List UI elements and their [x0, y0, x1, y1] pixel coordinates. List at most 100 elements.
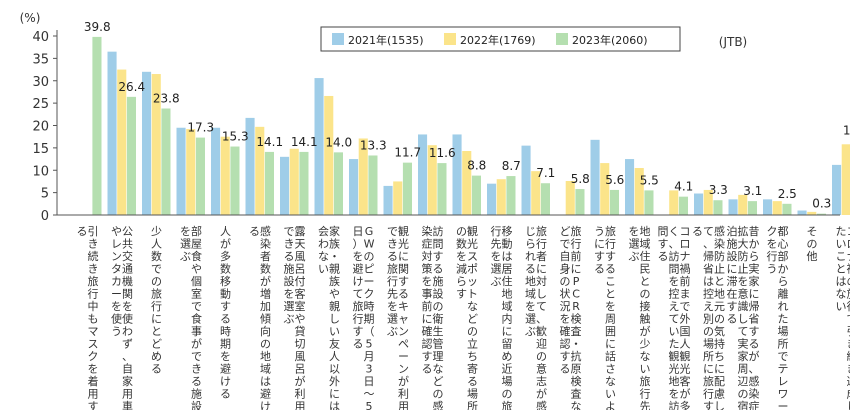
x-tick-label-char: 地: [714, 288, 725, 301]
x-tick-label-char: 持: [714, 337, 725, 351]
x-tick-label-char: 域: [640, 238, 651, 251]
legend-swatch: [444, 33, 456, 45]
x-tick-label-char: 感: [749, 375, 760, 388]
bar: [694, 193, 704, 215]
x-tick-label-char: 原: [571, 363, 582, 376]
x-tick-label-char: し: [847, 400, 850, 410]
x-tick-label-char: を: [122, 300, 133, 313]
x-tick-label-char: 確: [422, 324, 433, 338]
y-tick-label: 25: [32, 97, 49, 112]
bar: [186, 129, 196, 215]
x-tick-label-char: 地: [525, 275, 536, 288]
x-tick-label-char: 続: [847, 349, 850, 363]
x-tick-label-char: は: [260, 375, 271, 388]
bar: [92, 36, 102, 215]
x-tick-label-char: 部: [191, 224, 202, 238]
x-tick-label-char: 場: [502, 375, 513, 388]
x-tick-label-char: で: [151, 263, 162, 276]
y-tick-label: 20: [32, 120, 49, 135]
x-tick-label-char: 元: [714, 300, 725, 313]
x-tick-label-char: を: [669, 388, 680, 401]
x-tick-label-char: き: [847, 363, 850, 376]
x-tick-label-char: 家: [329, 224, 340, 238]
x-tick-label-char: る: [191, 375, 202, 388]
legend-label: 2022年(1769): [460, 33, 536, 47]
x-tick-label-char: 期: [364, 313, 375, 326]
x-tick-label-char: 風: [295, 250, 306, 263]
x-tick-label-char: 人: [329, 350, 340, 363]
x-tick-label-char: し: [714, 400, 725, 410]
bar: [462, 151, 472, 215]
x-tick-label-char: に: [536, 263, 547, 276]
bar: [590, 139, 600, 215]
x-tick-label-char: 先: [491, 238, 502, 251]
x-tick-label-char: で: [778, 350, 789, 363]
x-tick-label-char: 場: [703, 338, 714, 351]
bar: [772, 201, 782, 215]
x-tick-label-char: ク: [364, 288, 375, 301]
x-tick-label-char: 前: [422, 299, 433, 313]
bar: [280, 156, 290, 215]
x-tick-label-char: 用: [295, 400, 306, 410]
x-tick-label-char: ン: [111, 250, 122, 263]
bar: [600, 163, 610, 215]
bar: [161, 108, 171, 215]
x-tick-label-char: 行: [151, 300, 162, 313]
x-tick-label-char: な: [571, 400, 582, 410]
x-tick-label-char: 人: [680, 338, 691, 351]
x-tick-label-char: も: [88, 313, 99, 326]
x-tick-label-char: 家: [738, 349, 749, 363]
x-tick-label-char: を: [605, 300, 616, 313]
x-tick-label-char: を: [387, 300, 398, 313]
x-tick-label-char: を: [560, 313, 571, 326]
x-tick-label-char: 加: [260, 300, 271, 313]
x-tick-label-char: が: [191, 337, 202, 351]
x-tick-label-char: 帰: [749, 300, 760, 313]
x-tick-label-char: ロ: [847, 238, 850, 251]
x-tick-label-char: 屋: [191, 238, 202, 251]
x-tick-label-char: 施: [727, 238, 738, 251]
bar: [540, 183, 550, 215]
y-tick-label: 35: [32, 52, 49, 67]
bar: [797, 210, 807, 215]
x-tick-label-char: い: [836, 238, 847, 251]
x-tick-label-char: 慮: [714, 387, 725, 401]
bar: [151, 74, 161, 215]
x-tick-label-char: は: [502, 250, 513, 263]
x-tick-label-char: を: [738, 275, 749, 288]
x-tick-label-char: に: [151, 313, 162, 326]
x-tick-label-char: 少: [151, 225, 162, 238]
x-tick-label-char: 施: [191, 388, 202, 401]
x-tick-label-char: 前: [571, 249, 582, 263]
bar-series-group: [92, 36, 850, 215]
x-tick-label-char: や: [191, 263, 202, 276]
x-tick-label-char: 事: [422, 288, 433, 301]
x-tick-label-char: 状: [560, 287, 571, 301]
x-tick-label-char: 住: [640, 249, 651, 263]
x-tick-label-char: 成: [847, 388, 850, 401]
x-tick-label-char: 染: [260, 237, 271, 251]
data-label: 16.7: [843, 123, 850, 137]
x-tick-label-char: 光: [680, 362, 691, 376]
x-tick-label-char: C: [572, 288, 580, 301]
x-tick-label-char: の: [536, 350, 547, 363]
x-tick-label-char: 居: [502, 263, 513, 276]
x-tick-label-char: 染: [749, 387, 760, 401]
x-tick-label-char: 使: [122, 313, 133, 326]
x-tick-label-char: ら: [749, 250, 760, 263]
x-tick-label-char: 観: [669, 349, 680, 363]
x-tick-label-char: 感: [433, 400, 444, 410]
x-tick-label-char: カ: [111, 275, 122, 288]
x-tick-label-char: る: [560, 363, 571, 376]
x-tick-label-char: い: [836, 300, 847, 313]
x-tick-label-char: コ: [680, 225, 691, 238]
legend-label: 2023年(2060): [572, 33, 648, 47]
bar: [634, 168, 644, 215]
x-tick-label-char: で: [847, 313, 850, 326]
bar: [314, 78, 324, 215]
x-tick-label-char: 通: [122, 263, 133, 276]
x-tick-label-char: 宿: [738, 399, 749, 410]
x-tick-label-char: 意: [738, 287, 749, 301]
x-tick-label-char: 外: [680, 313, 691, 326]
